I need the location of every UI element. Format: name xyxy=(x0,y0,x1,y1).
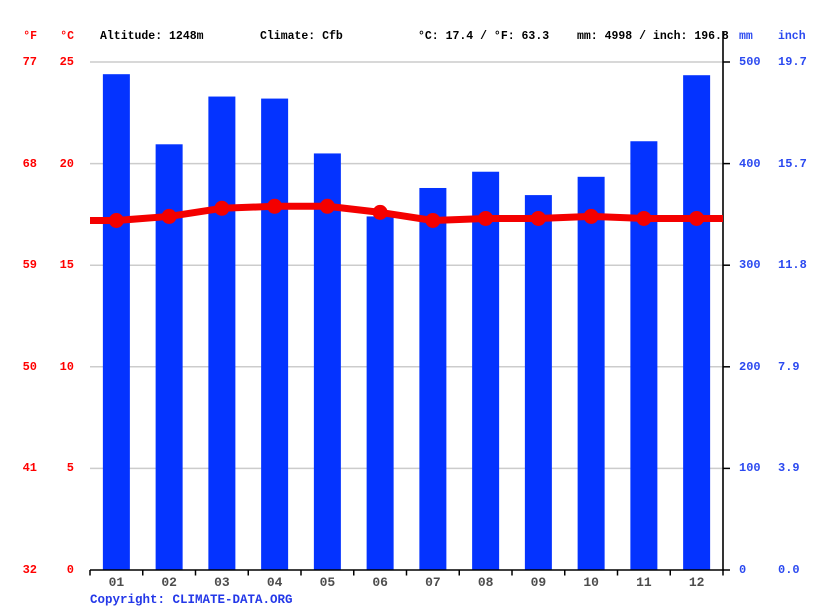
right-axis-tick-mm: 500 xyxy=(739,55,761,69)
left-axis-tick-fahrenheit: 32 xyxy=(22,563,37,577)
precipitation-bar-03 xyxy=(208,96,236,570)
x-axis-month-label: 02 xyxy=(161,575,177,590)
precipitation-bar-02 xyxy=(155,144,183,570)
right-axis-tick-mm: 100 xyxy=(739,461,761,476)
precipitation-bar-12 xyxy=(683,75,711,570)
x-axis-month-label: 03 xyxy=(214,575,230,590)
temperature-point-06 xyxy=(372,204,388,220)
right-axis-tick-mm: 0 xyxy=(739,563,747,577)
temperature-point-09 xyxy=(530,210,546,226)
right-axis-tick-inch: 11.8 xyxy=(778,258,807,273)
x-axis-month-label: 11 xyxy=(636,575,652,590)
left-axis-tick-celsius: 25 xyxy=(59,55,74,69)
temperature-point-04 xyxy=(267,198,283,214)
left-axis-tick-celsius: 20 xyxy=(59,156,74,171)
temperature-point-01 xyxy=(108,212,124,228)
precipitation-bar-11 xyxy=(630,141,658,571)
precipitation-bar-05 xyxy=(313,153,341,570)
right-axis-tick-inch: 0.0 xyxy=(778,563,800,577)
x-axis-month-label: 08 xyxy=(477,575,494,590)
altitude-label: Altitude: 1248m xyxy=(100,30,204,43)
climate-type-label: Climate: Cfb xyxy=(260,30,343,43)
temperature-point-10 xyxy=(583,208,599,224)
left-axis-tick-fahrenheit: 50 xyxy=(22,359,37,374)
precipitation-bar-04 xyxy=(261,98,289,571)
left-axis-tick-celsius: 15 xyxy=(59,258,74,273)
right-axis-tick-inch: 15.7 xyxy=(778,156,807,171)
temperature-point-07 xyxy=(425,212,441,228)
x-axis-month-label: 01 xyxy=(108,575,125,590)
temperature-point-03 xyxy=(214,200,230,216)
x-axis-month-label: 04 xyxy=(266,575,283,590)
x-axis-month-label: 06 xyxy=(372,575,388,590)
temperature-line xyxy=(90,202,723,224)
temperature-point-08 xyxy=(478,210,494,226)
precipitation-bar-01 xyxy=(102,74,130,570)
x-axis-month-label: 09 xyxy=(530,575,547,590)
left-axis-unit-fahrenheit: °F xyxy=(23,30,37,43)
right-axis-unit-inch: inch xyxy=(778,30,806,43)
left-axis-tick-celsius: 10 xyxy=(59,359,74,374)
x-axis-month-label: 05 xyxy=(319,575,336,590)
temperature-summary-label: °C: 17.4 / °F: 63.3 xyxy=(418,30,550,43)
left-axis-tick-fahrenheit: 77 xyxy=(22,55,37,69)
right-axis-tick-inch: 3.9 xyxy=(778,461,800,476)
copyright: Copyright: CLIMATE-DATA.ORG xyxy=(90,592,293,608)
left-axis-tick-celsius: 0 xyxy=(66,563,74,577)
precipitation-bar-07 xyxy=(419,187,447,570)
temperature-point-05 xyxy=(319,198,335,214)
precipitation-bar-06 xyxy=(366,216,394,570)
precipitation-bar-08 xyxy=(472,171,500,570)
left-axis-tick-celsius: 5 xyxy=(66,461,74,476)
x-axis-month-label: 12 xyxy=(688,575,705,590)
left-axis-tick-fahrenheit: 68 xyxy=(22,156,37,171)
copyright-label: Copyright: xyxy=(90,593,166,607)
right-axis-tick-inch: 7.9 xyxy=(778,359,800,374)
right-axis-unit-mm: mm xyxy=(739,30,753,43)
precipitation-bar-09 xyxy=(524,195,552,570)
temperature-point-12 xyxy=(689,210,705,226)
right-axis-tick-mm: 200 xyxy=(739,359,761,374)
temperature-point-11 xyxy=(636,210,652,226)
left-axis-tick-fahrenheit: 41 xyxy=(22,461,37,476)
x-axis-month-label: 07 xyxy=(425,575,441,590)
right-axis-tick-mm: 300 xyxy=(739,258,761,273)
right-axis-tick-inch: 19.7 xyxy=(778,55,807,69)
right-axis-tick-mm: 400 xyxy=(739,156,761,171)
temperature-point-02 xyxy=(161,208,177,224)
copyright-link[interactable]: CLIMATE-DATA.ORG xyxy=(172,593,293,607)
precipitation-summary-label: mm: 4998 / inch: 196.8 xyxy=(577,30,729,43)
x-axis-month-label: 10 xyxy=(583,575,599,590)
precipitation-bar-10 xyxy=(577,176,605,571)
left-axis-unit-celsius: °C xyxy=(60,30,74,43)
left-axis-tick-fahrenheit: 59 xyxy=(22,258,37,273)
